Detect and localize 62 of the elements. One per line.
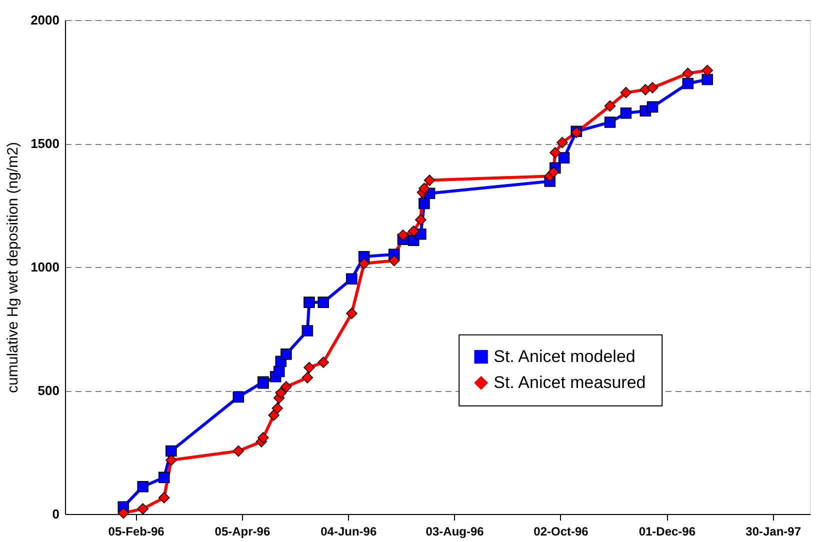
point xyxy=(418,182,430,194)
point xyxy=(358,258,370,270)
point xyxy=(302,372,314,384)
point xyxy=(558,152,570,164)
x-tick-label: 03-Aug-96 xyxy=(426,524,484,538)
point xyxy=(702,64,714,76)
point xyxy=(118,507,130,519)
point xyxy=(682,68,694,79)
point xyxy=(346,273,358,284)
point xyxy=(702,74,714,86)
point xyxy=(640,84,652,96)
y-tick-label: 2000 xyxy=(30,12,60,28)
point xyxy=(158,472,170,484)
point xyxy=(304,362,315,374)
point xyxy=(418,198,430,210)
point xyxy=(408,226,420,237)
point xyxy=(388,254,400,266)
x-tick-label: 01-Dec-96 xyxy=(638,524,696,538)
point xyxy=(548,166,560,178)
point xyxy=(318,356,330,368)
point xyxy=(302,325,314,336)
x-tick-label: 30-Jan-97 xyxy=(746,524,802,538)
x-tick-label: 04-Jun-96 xyxy=(320,524,377,538)
point xyxy=(556,136,568,148)
point xyxy=(272,402,283,414)
x-tick-label: 05-Feb-96 xyxy=(108,524,165,538)
y-tick-label: 500 xyxy=(38,383,60,398)
point xyxy=(646,82,658,94)
legend-label: St. Anicet measured xyxy=(494,372,646,392)
point xyxy=(232,445,244,457)
point xyxy=(415,214,426,226)
point xyxy=(318,296,330,308)
point xyxy=(166,454,177,466)
y-tick-label: 1000 xyxy=(30,260,60,274)
point xyxy=(258,432,269,444)
point xyxy=(550,146,561,158)
point xyxy=(280,348,292,360)
y-tick-label: 1500 xyxy=(30,136,60,151)
point xyxy=(346,308,358,320)
point xyxy=(604,116,616,128)
point xyxy=(166,445,177,457)
x-tick-label: 02-Oct-96 xyxy=(534,524,589,538)
point xyxy=(604,100,616,112)
point xyxy=(232,391,244,403)
point xyxy=(397,229,409,241)
point xyxy=(620,86,632,98)
y-tick-label: 0 xyxy=(52,506,60,522)
point xyxy=(304,296,315,308)
point xyxy=(268,410,280,421)
point xyxy=(620,107,632,119)
y-axis-title: cumulative Hg wet deposition (ng/m2) xyxy=(4,142,22,393)
point xyxy=(137,503,149,514)
point xyxy=(137,480,149,492)
point xyxy=(275,387,287,399)
point xyxy=(646,101,658,113)
point xyxy=(158,492,170,504)
point xyxy=(273,366,285,378)
point xyxy=(682,78,694,90)
point xyxy=(424,174,436,186)
point xyxy=(280,381,292,392)
legend-label: St. Anicet modeled xyxy=(494,346,636,366)
x-tick-label: 05-Apr-96 xyxy=(214,524,270,538)
